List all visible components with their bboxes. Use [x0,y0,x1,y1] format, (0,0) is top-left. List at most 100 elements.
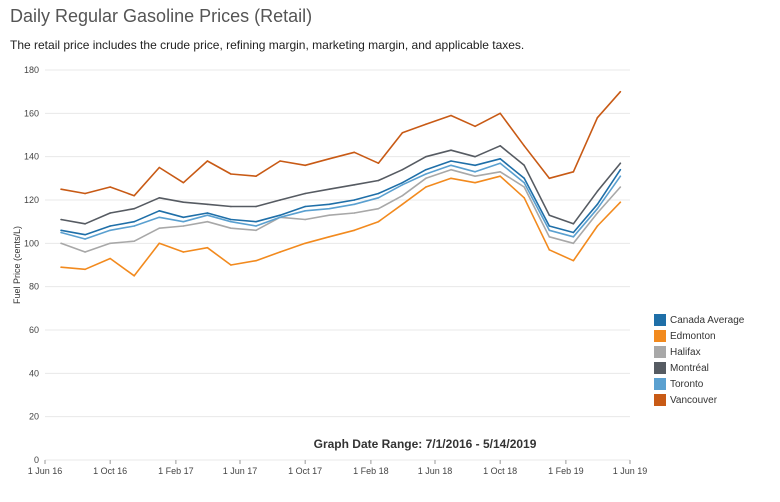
data-point [304,210,306,212]
x-axis: 1 Jun 16 1 Oct 16 1 Feb 17 1 Jun 17 1 Oct 17… [28,460,648,476]
data-point [328,203,331,206]
data-point [353,212,356,214]
data-point [596,207,599,210]
data-point [596,190,599,193]
data-point [133,225,136,227]
data-point [182,181,185,184]
data-point [377,220,380,223]
series-line-vancouver [60,91,621,197]
series-line-montr-al [60,145,622,225]
data-point [133,207,136,210]
data-point [133,240,136,242]
legend-label: Halifax [670,346,701,358]
legend-item: Toronto [654,376,744,392]
data-point [377,192,380,195]
data-point [619,162,622,164]
data-point [158,197,161,199]
legend-item: Halifax [654,344,744,360]
data-point [619,186,622,188]
data-point [84,192,86,195]
data-point [619,90,622,93]
series-lines [60,90,622,277]
y-tick-label: 20 [29,412,39,422]
data-point [499,158,501,160]
data-point [474,175,476,177]
data-point [619,201,622,203]
legend-item: Vancouver [654,392,744,408]
data-point [572,171,575,173]
data-point [450,168,452,171]
y-axis: 0 20 40 60 80 100 120 140 160 180 [24,65,39,465]
data-point [279,160,281,162]
data-point [523,186,526,188]
data-point [206,203,209,206]
data-point [304,164,306,167]
series-line-halifax [60,168,621,253]
legend-swatch [654,330,666,342]
data-point [230,173,232,175]
data-point [353,199,356,201]
data-point [84,223,86,225]
data-point [304,242,306,245]
data-point [304,192,306,195]
series-line-toronto [60,162,622,240]
x-tick-label: 1 Oct 16 [93,466,127,476]
data-point [450,177,452,180]
data-point [450,149,452,151]
data-point [230,205,232,208]
data-point [328,214,331,216]
data-point [425,177,427,180]
data-point [499,162,501,164]
data-point [548,229,551,232]
data-point [401,194,404,197]
data-point [255,220,257,223]
legend-swatch [654,394,666,406]
data-point [377,179,380,182]
x-tick-label: 1 Jun 17 [223,466,258,476]
legend-item: Montréal [654,360,744,376]
data-point [377,162,380,164]
data-point [474,164,476,167]
data-point [596,225,599,227]
y-tick-label: 40 [29,368,39,378]
y-tick-label: 100 [24,238,39,248]
data-point [401,203,404,206]
data-point [572,259,575,262]
data-point [450,160,452,162]
data-point [499,145,501,147]
y-tick-label: 120 [24,195,39,205]
y-tick-label: 60 [29,325,39,335]
data-point [109,225,111,227]
data-point [158,216,161,219]
data-point [425,186,427,188]
data-point [158,242,161,245]
data-point [328,188,331,190]
legend-label: Edmonton [670,330,716,342]
data-point [353,151,356,154]
data-point [401,181,404,184]
data-point [255,205,257,208]
data-point [474,155,476,158]
data-point [474,171,476,173]
data-point [499,175,501,177]
data-point [474,181,476,184]
data-point [255,259,257,262]
data-point [60,188,62,190]
data-point [158,210,161,212]
data-point [450,164,452,167]
legend-label: Toronto [670,378,704,390]
data-point [84,238,86,240]
x-tick-label: 1 Jun 16 [28,466,63,476]
data-point [499,112,501,115]
data-point [377,207,380,210]
data-point [548,236,551,238]
x-tick-label: 1 Jun 19 [613,466,648,476]
data-point [328,207,331,210]
legend-swatch [654,362,666,374]
data-point [596,212,599,214]
data-point [401,132,404,134]
data-point [182,216,185,219]
data-point [572,242,575,245]
data-point [230,264,232,266]
legend: Canada Average Edmonton Halifax Montréal Tor… [654,312,744,408]
